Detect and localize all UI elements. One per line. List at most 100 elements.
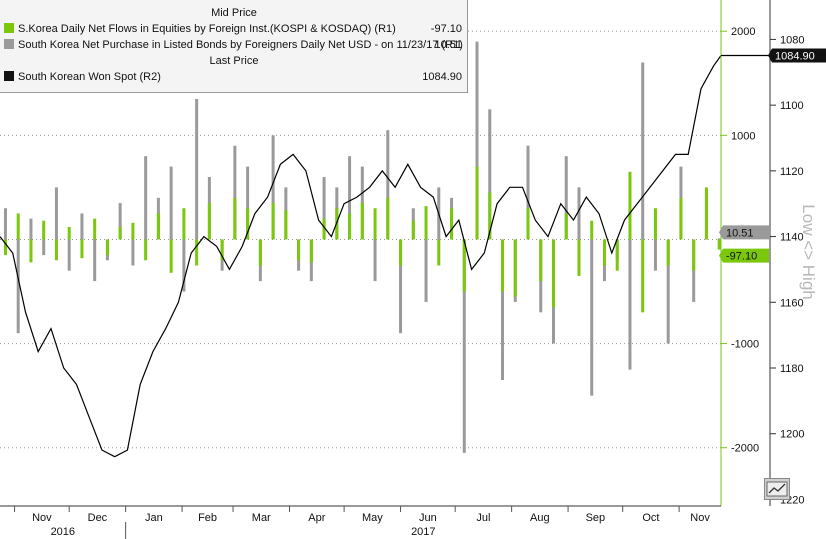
last-value-tags: 1084.90 10.51 -97.10 <box>719 48 826 263</box>
equity-flow-bar <box>462 239 466 292</box>
month-label: Mar <box>252 512 271 524</box>
legend-swatch-won <box>4 71 14 81</box>
zoom-glyph <box>766 481 788 497</box>
r2-tick-label: 1180 <box>780 363 804 375</box>
equity-flow-bar <box>373 208 377 240</box>
bond-flow-bar <box>3 208 7 240</box>
year-label: 2017 <box>411 526 435 538</box>
equity-flow-bar <box>450 208 454 240</box>
bond-flow-bar <box>488 109 492 240</box>
bond-flow-bar <box>666 239 670 344</box>
r2-axis-title: Low <> High <box>799 204 818 299</box>
month-label: Nov <box>690 512 710 524</box>
equity-flow-bar <box>411 220 415 240</box>
equity-flow-bar <box>144 239 148 261</box>
equity-flow-bar <box>29 239 33 263</box>
bond-flow-bar <box>424 239 428 302</box>
bond-flow-bar <box>131 239 135 266</box>
equity-flow-bar <box>628 171 632 240</box>
bond-flow-bar <box>577 187 581 240</box>
equity-flow-bar <box>93 218 97 240</box>
equity-flow-bar <box>666 239 670 266</box>
equity-flow-bar <box>424 206 428 240</box>
equity-flow-bar <box>284 210 288 240</box>
legend-swatch-equity <box>4 23 14 33</box>
equity-flow-bar <box>67 226 71 240</box>
equity-flow-bar <box>501 239 505 292</box>
legend-panel: Mid Price S.Korea Daily Net Flows in Equ… <box>0 0 468 93</box>
won-spot-line <box>0 55 722 458</box>
equity-flow-bars <box>3 166 721 313</box>
equity-flow-bar <box>539 239 543 282</box>
bond-flow-bar <box>564 156 568 240</box>
equity-flow-bar <box>42 220 46 240</box>
equity-flow-bar <box>258 239 262 266</box>
equity-flow-bar <box>692 239 696 271</box>
month-label: Jun <box>419 512 437 524</box>
equity-flow-bar <box>577 239 581 276</box>
bond-flow-bar <box>246 166 250 240</box>
bond-flow-bar <box>475 41 479 240</box>
equity-flow-bar <box>602 239 606 266</box>
bond-flow-bar <box>169 166 173 240</box>
bond-flow-bar <box>93 239 97 282</box>
r1-tick-label: 2000 <box>731 26 755 38</box>
equity-flow-bar <box>386 197 390 240</box>
equity-flow-bar <box>679 197 683 240</box>
equity-flow-bar <box>297 239 301 261</box>
equity-flow-bar <box>437 239 441 266</box>
zoom-icon[interactable] <box>764 478 790 500</box>
equity-flow-bar <box>169 239 173 273</box>
bond-flow-bar <box>399 239 403 334</box>
r2-tick-label: 1140 <box>780 232 804 244</box>
month-label: Jan <box>145 512 163 524</box>
equity-flow-bar <box>16 213 20 240</box>
month-label: Sep <box>586 512 606 524</box>
bond-flow-bar <box>526 145 530 240</box>
legend-swatch-bond <box>4 39 14 49</box>
month-label: Nov <box>32 512 52 524</box>
legend-entry-won: South Korean Won Spot (R2) 1084.90 <box>4 70 462 84</box>
bond-flow-bar <box>144 156 148 240</box>
bond-flow-bar <box>717 238 721 240</box>
r2-tick-label: 1160 <box>780 297 804 309</box>
legend-entry-bond: South Korea Net Purchase in Listed Bonds… <box>4 38 463 52</box>
legend-label: S.Korea Daily Net Flows in Equities by F… <box>18 23 396 35</box>
last-value-tag <box>768 48 826 63</box>
equity-flow-bar <box>653 208 657 240</box>
equity-flow-bar <box>195 239 199 266</box>
equity-flow-bar <box>513 239 517 297</box>
equity-flow-bar <box>246 208 250 240</box>
r1-tick-label: -2000 <box>731 443 759 455</box>
equity-flow-bar <box>220 239 224 261</box>
bond-flow-bar <box>348 156 352 240</box>
r2-tick-label: 1120 <box>780 166 804 178</box>
bond-flow-bar <box>42 239 46 256</box>
equity-flow-bar <box>271 203 275 240</box>
bond-flow-bar <box>195 98 199 240</box>
equity-flow-bar <box>360 203 364 240</box>
bond-flow-bar <box>641 62 645 240</box>
equity-flow-bar <box>348 213 352 240</box>
equity-flow-bar <box>131 222 135 240</box>
equity-flow-bar <box>590 220 594 240</box>
bond-flow-bars <box>3 41 721 453</box>
last-value-tag <box>719 248 769 263</box>
legend-value: -97.10 <box>430 23 462 35</box>
legend-label: South Korean Won Spot (R2) <box>18 71 161 83</box>
equity-flow-bar <box>156 213 160 240</box>
equity-flow-bar <box>475 166 479 240</box>
equity-flow-bar <box>564 213 568 240</box>
month-label: Jul <box>476 512 490 524</box>
equity-flow-bar <box>641 239 645 313</box>
equity-flow-bar <box>309 239 313 263</box>
equity-flow-bar <box>105 239 109 256</box>
bond-flow-bar <box>67 239 71 271</box>
legend-label: South Korea Net Purchase in Listed Bonds… <box>18 39 463 51</box>
equity-flow-bar <box>3 239 7 256</box>
equity-flow-bar <box>80 239 84 259</box>
equity-flow-bar <box>488 192 492 240</box>
equity-flow-bar <box>704 187 708 240</box>
legend-header-last: Last Price <box>209 55 259 67</box>
